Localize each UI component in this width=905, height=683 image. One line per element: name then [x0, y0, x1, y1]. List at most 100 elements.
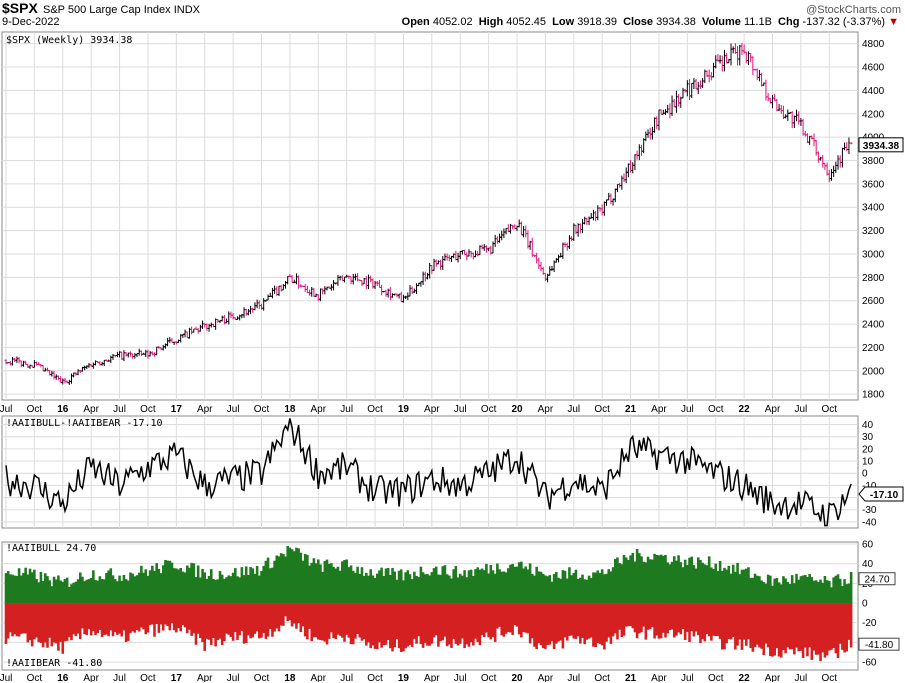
bear-bar	[63, 603, 67, 642]
bear-bar	[343, 603, 346, 642]
bull-bar	[397, 570, 401, 604]
bull-bar	[803, 575, 807, 604]
bear-bar	[209, 603, 213, 645]
bear-bar	[48, 603, 51, 638]
bull-bar	[323, 561, 327, 604]
quote-row: 9-Dec-2022 Open 4052.02 High 4052.45 Low…	[0, 15, 905, 30]
bear-bar	[308, 603, 311, 629]
bull-bar	[445, 574, 449, 604]
bear-bar	[480, 603, 484, 636]
price-x-label: Oct	[708, 404, 724, 415]
spread-last-box	[858, 486, 904, 502]
bull-bar	[847, 583, 851, 604]
bear-bar	[131, 603, 134, 632]
bear-bar	[404, 603, 407, 649]
bear-bar	[153, 603, 156, 637]
stock-chart[interactable]: 1800200022002400260028003000320034003600…	[0, 30, 905, 682]
bear-bar	[847, 603, 851, 640]
bear-bar	[775, 603, 779, 649]
bull-bar	[426, 574, 429, 604]
sentiment-x-label: 17	[171, 673, 183, 682]
price-panel-label: $SPX (Weekly) 3934.38	[6, 35, 132, 46]
bull-bar	[229, 576, 233, 604]
bull-bar	[419, 566, 423, 604]
bear-bar	[808, 603, 811, 648]
sentiment-x-label: Apr	[197, 673, 213, 682]
bear-bar	[74, 603, 78, 637]
bull-bar	[33, 569, 36, 604]
bull-bar	[679, 562, 683, 604]
bear-bar	[803, 603, 807, 648]
bull-bar	[476, 567, 479, 604]
price-x-label: Apr	[424, 404, 440, 415]
price-tick-label: 2000	[862, 366, 885, 377]
bull-bar	[4, 573, 8, 604]
bull-bar	[769, 575, 772, 604]
bull-bar	[170, 562, 174, 604]
bear-bar	[432, 603, 436, 638]
bear-bar	[463, 603, 466, 649]
bull-bar	[94, 579, 97, 604]
bear-bar	[389, 603, 392, 649]
bear-bar	[159, 603, 163, 625]
bear-bar	[428, 603, 431, 646]
bear-bar	[190, 603, 193, 636]
bull-bar	[589, 577, 593, 604]
bear-bar	[292, 603, 296, 624]
bull-bar	[6, 571, 10, 604]
sentiment-tick-label: -20	[862, 618, 877, 629]
spread-tick-label: 40	[862, 420, 874, 431]
bear-bar	[738, 603, 742, 640]
bull-bar	[716, 571, 720, 604]
bull-bar	[87, 579, 91, 604]
bull-bar	[286, 545, 289, 604]
bull-bar	[362, 575, 366, 604]
bull-bar	[539, 571, 543, 604]
sentiment-x-label: Jul	[227, 673, 240, 682]
bull-bar	[61, 581, 65, 604]
bull-bar	[284, 556, 287, 604]
bear-bar	[692, 603, 696, 637]
bear-bar	[646, 603, 650, 630]
bull-bar	[205, 578, 209, 604]
bull-bar	[343, 560, 346, 604]
bull-bar	[301, 560, 305, 604]
bull-bar	[714, 563, 718, 604]
bear-bar	[137, 603, 141, 632]
bear-bar	[655, 603, 659, 636]
bear-bar	[426, 603, 429, 646]
bear-bar	[710, 603, 713, 641]
bear-bar	[581, 603, 584, 638]
bear-bar	[122, 603, 126, 631]
price-x-label: 20	[511, 404, 523, 415]
bear-bar	[421, 603, 425, 648]
bull-bar	[463, 570, 466, 604]
bull-bar	[541, 573, 545, 604]
bull-bar	[306, 554, 309, 604]
bear-bar	[605, 603, 608, 642]
price-x-label: Jul	[227, 404, 240, 415]
bull-bar	[369, 569, 372, 604]
bull-bar	[648, 559, 652, 604]
bull-bar	[624, 557, 628, 604]
bear-bar	[454, 603, 458, 644]
bear-bar	[284, 603, 287, 617]
price-x-label: Oct	[27, 404, 43, 415]
bull-bar	[327, 563, 331, 604]
bull-bar	[434, 566, 438, 604]
bull-bar	[513, 566, 517, 604]
bear-bar	[336, 603, 340, 635]
volume-value: 11.1B	[743, 16, 772, 28]
price-tick-label: 4600	[862, 63, 885, 74]
bear-bar	[736, 603, 739, 646]
bear-bar	[393, 603, 397, 648]
price-last-box	[858, 137, 904, 153]
bear-bar	[262, 603, 265, 634]
bear-bar	[225, 603, 228, 634]
bear-bar	[506, 603, 510, 632]
bear-bar	[109, 603, 113, 631]
bear-bar	[572, 603, 576, 639]
bull-bar	[485, 563, 488, 604]
bear-bar	[622, 603, 626, 636]
bear-bar	[142, 603, 145, 630]
